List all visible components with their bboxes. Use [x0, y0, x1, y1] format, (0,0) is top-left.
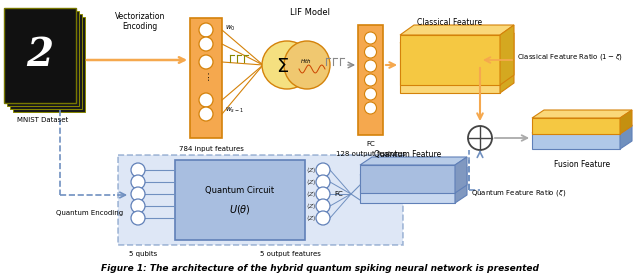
Text: 5 output features: 5 output features	[260, 251, 321, 257]
Circle shape	[316, 199, 330, 213]
Circle shape	[365, 88, 376, 100]
Ellipse shape	[262, 41, 312, 89]
Text: $\it{Hth}$: $\it{Hth}$	[300, 57, 312, 65]
Polygon shape	[500, 33, 514, 93]
Circle shape	[365, 32, 376, 44]
Text: $\langle Z \rangle$: $\langle Z \rangle$	[306, 177, 317, 187]
Circle shape	[365, 60, 376, 72]
Polygon shape	[620, 110, 632, 134]
Circle shape	[365, 74, 376, 86]
Circle shape	[199, 93, 213, 107]
Circle shape	[131, 211, 145, 225]
Bar	[10, 14, 82, 109]
Circle shape	[131, 163, 145, 177]
Text: FC: FC	[334, 191, 343, 197]
Text: 128 output features: 128 output features	[335, 151, 405, 157]
Text: MNIST Dataset: MNIST Dataset	[17, 117, 68, 123]
Circle shape	[131, 199, 145, 213]
Text: $U(\theta)$: $U(\theta)$	[229, 203, 251, 216]
Polygon shape	[400, 35, 500, 85]
Text: Classical Feature Ratio $(1-\xi)$: Classical Feature Ratio $(1-\xi)$	[517, 52, 623, 62]
Polygon shape	[532, 118, 620, 134]
Circle shape	[316, 211, 330, 225]
Text: Fusion Feature: Fusion Feature	[554, 160, 610, 169]
Polygon shape	[360, 167, 467, 175]
Text: 5 qubits: 5 qubits	[129, 251, 157, 257]
Bar	[358, 25, 383, 135]
Circle shape	[199, 23, 213, 37]
Text: $\langle Z \rangle$: $\langle Z \rangle$	[306, 189, 317, 199]
Circle shape	[316, 163, 330, 177]
Circle shape	[316, 187, 330, 201]
Polygon shape	[532, 125, 632, 133]
Polygon shape	[455, 157, 467, 193]
Text: $\Sigma$: $\Sigma$	[276, 57, 289, 76]
Text: Quantum Circuit: Quantum Circuit	[205, 186, 275, 195]
Text: $\langle Z \rangle$: $\langle Z \rangle$	[306, 165, 317, 175]
Polygon shape	[532, 110, 632, 118]
Circle shape	[316, 175, 330, 189]
Text: $\langle Z \rangle$: $\langle Z \rangle$	[306, 201, 317, 211]
Text: Quantum Encoding: Quantum Encoding	[56, 210, 124, 216]
Circle shape	[468, 126, 492, 150]
Text: LIF Model: LIF Model	[290, 8, 330, 17]
Bar	[190, 18, 222, 138]
Text: 2: 2	[26, 37, 54, 74]
Text: FC: FC	[366, 141, 375, 147]
Text: $w_{s-1}$: $w_{s-1}$	[225, 105, 244, 115]
Circle shape	[199, 107, 213, 121]
Text: Quantum Feature Ratio $(\xi)$: Quantum Feature Ratio $(\xi)$	[471, 188, 566, 198]
Circle shape	[199, 55, 213, 69]
Text: 784 input features: 784 input features	[179, 146, 243, 152]
Circle shape	[365, 46, 376, 58]
Circle shape	[131, 187, 145, 201]
Polygon shape	[400, 25, 514, 35]
Polygon shape	[620, 125, 632, 149]
Text: Figure 1: The architecture of the hybrid quantum spiking neural network is prese: Figure 1: The architecture of the hybrid…	[101, 264, 539, 273]
Bar	[7, 11, 79, 106]
Bar	[175, 160, 305, 240]
Circle shape	[199, 37, 213, 51]
Text: Classical Feature: Classical Feature	[417, 18, 483, 27]
Ellipse shape	[284, 41, 330, 89]
Text: Vectorization
Encoding: Vectorization Encoding	[115, 12, 165, 32]
Text: Quantum Feature: Quantum Feature	[374, 150, 441, 159]
Text: ...: ...	[201, 69, 211, 80]
Polygon shape	[400, 33, 514, 43]
Bar	[118, 155, 403, 245]
Text: $\langle Z \rangle$: $\langle Z \rangle$	[306, 213, 317, 223]
Text: $w_0$: $w_0$	[225, 23, 236, 33]
Polygon shape	[360, 165, 455, 193]
Polygon shape	[360, 175, 455, 203]
Polygon shape	[532, 133, 620, 149]
Circle shape	[365, 102, 376, 114]
Polygon shape	[455, 167, 467, 203]
Polygon shape	[400, 43, 500, 93]
Bar	[13, 17, 85, 112]
Bar	[4, 8, 76, 103]
Polygon shape	[360, 157, 467, 165]
Circle shape	[131, 175, 145, 189]
Polygon shape	[500, 25, 514, 85]
